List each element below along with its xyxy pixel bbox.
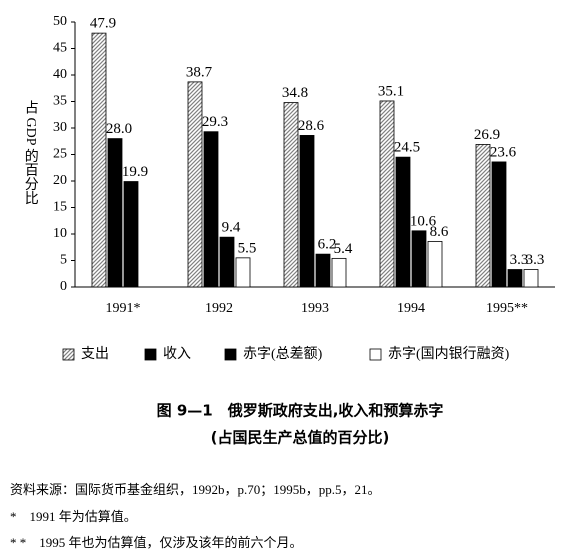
value-label: 6.2 xyxy=(318,237,337,253)
legend-swatch xyxy=(224,348,237,361)
bar xyxy=(491,161,507,288)
value-label: 34.8 xyxy=(282,85,308,101)
y-tick-label: 50 xyxy=(53,14,67,29)
bar xyxy=(315,253,331,288)
footnote: * * 1995 年也为估算值，仅涉及该年的前六个月。 xyxy=(10,535,303,550)
value-label: 29.3 xyxy=(202,114,228,130)
value-label: 19.9 xyxy=(122,164,148,180)
value-label: 10.6 xyxy=(410,213,437,229)
legend-swatch xyxy=(369,348,382,361)
value-label: 38.7 xyxy=(186,64,213,80)
y-tick-label: 15 xyxy=(53,200,67,215)
x-tick-label: 1995** xyxy=(486,301,528,316)
chart-title: 图 9—1 俄罗斯政府支出,收入和预算赤字 xyxy=(157,402,444,420)
bar xyxy=(107,138,123,288)
bar xyxy=(235,257,251,288)
source-note: 资料来源：国际货币基金组织，1992b，p.70；1995b，pp.5，21。 xyxy=(10,482,381,498)
y-tick-label: 5 xyxy=(60,253,67,268)
value-label: 24.5 xyxy=(394,140,420,156)
chart-subtitle: (占国民生产总值的百分比) xyxy=(211,429,390,447)
value-label: 28.0 xyxy=(106,121,132,137)
x-tick-label: 1991* xyxy=(106,301,141,316)
legend-swatch xyxy=(62,348,75,361)
y-tick-label: 10 xyxy=(53,226,67,241)
bar xyxy=(123,181,139,288)
y-tick-label: 35 xyxy=(53,94,67,109)
value-label: 3.3 xyxy=(526,252,545,268)
footnote: * 1991 年为估算值。 xyxy=(10,509,137,524)
bar xyxy=(331,257,347,288)
bar xyxy=(379,100,395,288)
value-label: 47.9 xyxy=(90,16,116,32)
value-label: 23.6 xyxy=(490,144,517,160)
bar xyxy=(299,135,315,288)
bar xyxy=(219,236,235,288)
value-label: 26.9 xyxy=(474,127,500,143)
bar xyxy=(523,269,539,288)
bar xyxy=(427,241,443,288)
x-tick-label: 1993 xyxy=(301,301,329,316)
y-tick-label: 40 xyxy=(53,67,67,82)
bar xyxy=(411,230,427,288)
x-tick-label: 1994 xyxy=(397,301,425,316)
bar xyxy=(283,102,299,288)
x-tick-label: 1992 xyxy=(205,301,233,316)
value-label: 9.4 xyxy=(222,220,241,236)
y-tick-label: 25 xyxy=(53,147,67,162)
legend-swatch xyxy=(144,348,157,361)
y-tick-label: 20 xyxy=(53,173,67,188)
value-label: 8.6 xyxy=(430,224,449,240)
y-tick-label: 0 xyxy=(60,279,67,294)
bar xyxy=(187,81,203,288)
value-label: 3.3 xyxy=(510,252,529,268)
value-label: 35.1 xyxy=(378,83,404,99)
bar xyxy=(203,131,219,288)
y-tick-label: 45 xyxy=(53,41,67,56)
legend-label: 收入 xyxy=(163,346,191,362)
legend-label: 支出 xyxy=(81,346,109,362)
bar xyxy=(475,144,491,288)
bar xyxy=(91,32,107,288)
bar xyxy=(507,269,523,288)
legend-label: 赤字(国内银行融资) xyxy=(388,346,510,362)
legend-label: 赤字(总差额) xyxy=(243,346,323,362)
bar xyxy=(395,156,411,288)
value-label: 5.5 xyxy=(238,240,257,256)
y-axis-label: 占 GDP 的百分比 xyxy=(23,100,39,205)
y-tick-label: 30 xyxy=(53,120,67,135)
value-label: 28.6 xyxy=(298,118,325,134)
value-label: 5.4 xyxy=(334,241,353,257)
